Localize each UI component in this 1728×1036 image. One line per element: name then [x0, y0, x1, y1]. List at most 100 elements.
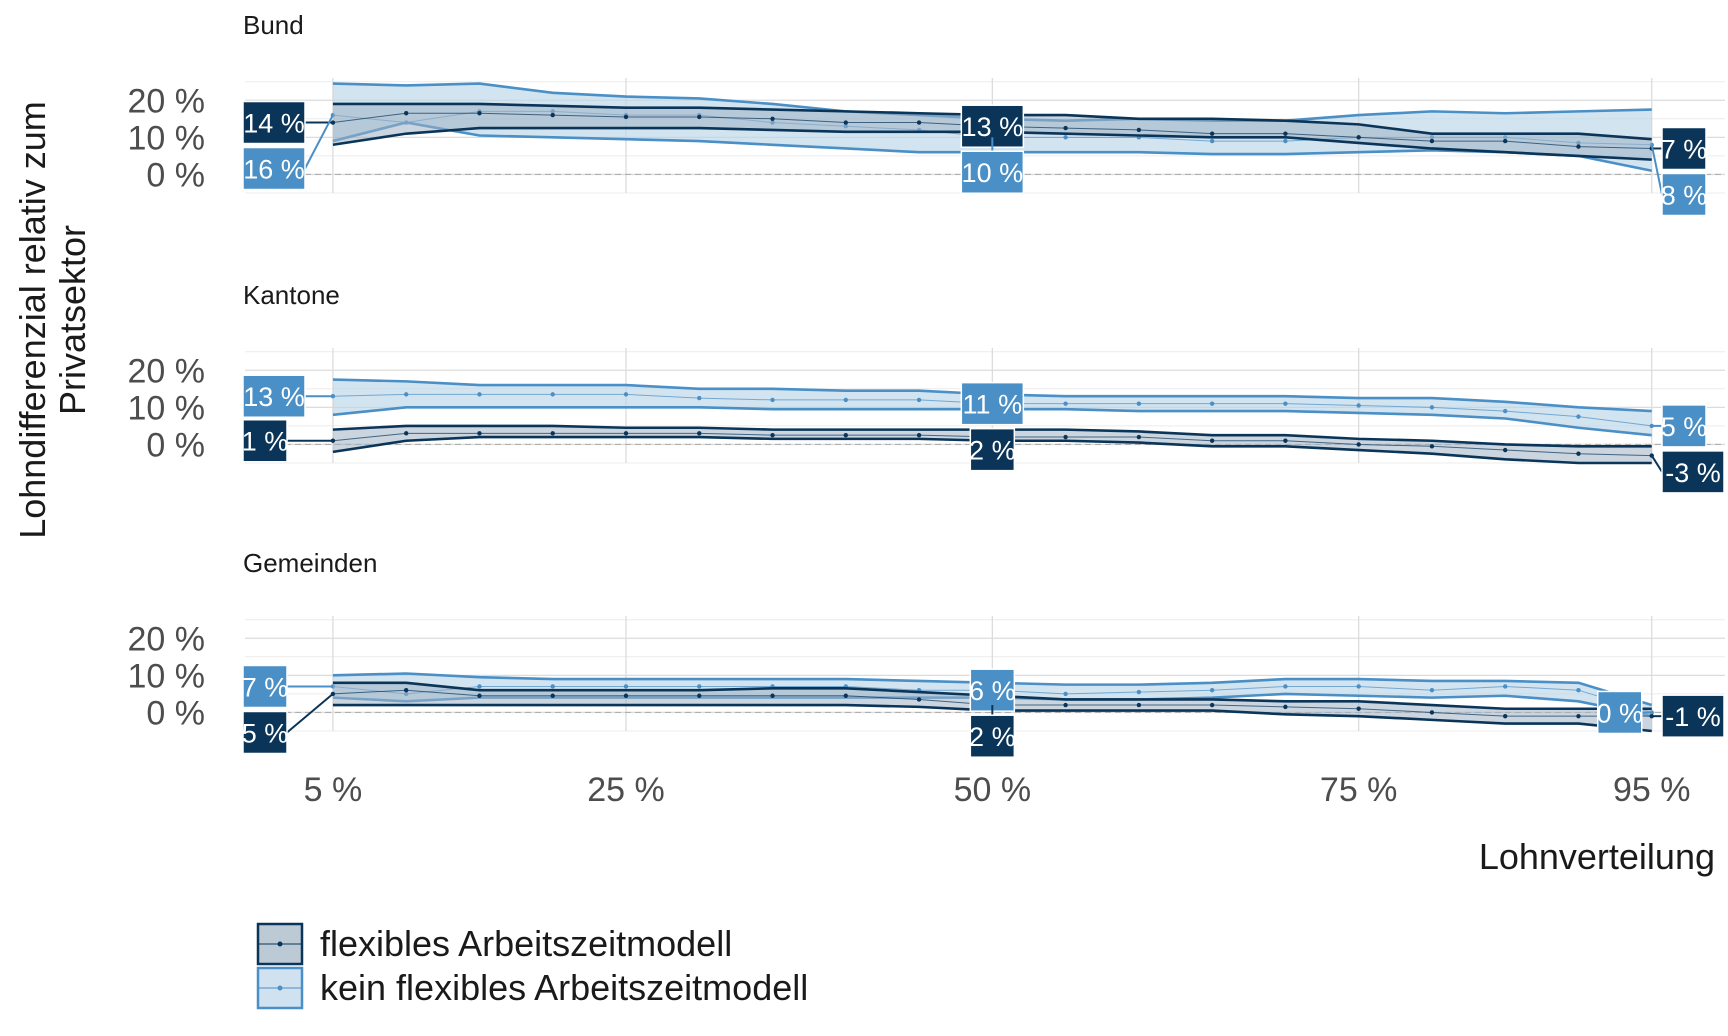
y-tick-label: 0 % [146, 694, 205, 732]
data-point-flex [770, 693, 775, 698]
data-point-flex [623, 114, 629, 120]
data-point-flex [1502, 713, 1508, 719]
data-point-flex [1576, 451, 1581, 456]
value-label: -3 % [1650, 450, 1725, 494]
x-tick-label: 75 % [1320, 771, 1398, 809]
x-tick-label: 50 % [954, 771, 1032, 809]
label-text: 13 % [962, 112, 1024, 142]
data-point-noflex [477, 392, 482, 397]
label-text: 7 % [1661, 134, 1708, 164]
data-point-flex [916, 120, 922, 125]
data-point-noflex [1209, 401, 1215, 406]
data-point-flex [843, 693, 848, 698]
label-text: 5 % [1661, 412, 1708, 442]
data-point-flex [1063, 702, 1068, 708]
data-point-noflex [1576, 414, 1581, 419]
label-box [960, 381, 1025, 426]
data-point-noflex [770, 397, 775, 403]
data-point-flex [623, 693, 629, 698]
data-point-flex [1502, 138, 1508, 144]
label-box [969, 427, 1016, 472]
data-point-flex [403, 431, 409, 436]
y-tick-label: 0 % [146, 426, 205, 464]
label-text: 8 % [1661, 180, 1708, 210]
label-connector [1650, 455, 1663, 473]
label-connector [286, 693, 334, 734]
label-text: -1 % [1665, 702, 1721, 732]
data-point-flex [1283, 438, 1288, 443]
label-text: 16 % [243, 155, 305, 185]
data-point-flex [1429, 138, 1435, 144]
y-tick-label: 20 % [128, 620, 206, 658]
data-point-noflex [1063, 691, 1068, 697]
data-point-flex [1576, 713, 1581, 719]
legend-key-point [277, 941, 283, 947]
y-tick-label: 0 % [146, 156, 205, 194]
label-text: 6 % [969, 676, 1016, 706]
data-point-noflex [697, 395, 702, 401]
data-point-noflex [1356, 684, 1361, 689]
data-point-noflex [843, 397, 848, 403]
label-text: 5 % [242, 718, 289, 748]
panel-title: Kantone [243, 280, 340, 310]
label-text: 1 % [242, 427, 289, 457]
label-text: 7 % [242, 672, 289, 702]
panel-kantone: Kantone 0 %10 %20 % 13 % 1 % 11 % 2 % 5 % -3 % [128, 280, 1725, 494]
data-point-flex [1502, 447, 1508, 453]
label-text: 11 % [963, 390, 1023, 420]
label-text: 14 % [243, 109, 305, 139]
data-point-noflex [1429, 687, 1435, 693]
data-point-flex [1283, 704, 1288, 710]
data-point-flex [1283, 131, 1288, 136]
data-point-flex [1429, 710, 1435, 715]
value-label: 7 % [1651, 126, 1708, 171]
data-point-flex [550, 112, 555, 118]
data-point-noflex [1502, 684, 1508, 689]
data-point-flex [477, 431, 482, 436]
data-point-noflex [1576, 687, 1581, 693]
legend-key-point [277, 985, 283, 991]
data-point-noflex [1283, 684, 1288, 689]
data-point-noflex [1429, 405, 1435, 410]
data-point-flex [550, 693, 555, 698]
y-tick-label: 10 % [128, 389, 206, 427]
label-box [1661, 404, 1707, 448]
panel-title: Bund [243, 10, 304, 40]
value-label: 5 % [242, 693, 334, 755]
data-point-flex [550, 431, 555, 436]
data-point-flex [1063, 434, 1068, 440]
label-box [960, 150, 1025, 194]
data-point-flex [403, 111, 409, 116]
value-label: 13 % [960, 104, 1025, 148]
legend-item-flex: flexibles Arbeitszeitmodell [256, 922, 732, 966]
legend-label: flexibles Arbeitszeitmodell [320, 923, 732, 964]
y-tick-label: 10 % [128, 119, 206, 157]
label-connector [1650, 144, 1663, 195]
data-point-flex [1576, 144, 1581, 149]
value-label: 2 % [969, 427, 1016, 472]
label-connector [304, 114, 334, 169]
label-box [242, 146, 306, 191]
x-tick-label: 25 % [587, 771, 665, 809]
data-point-noflex [1356, 403, 1361, 408]
data-point-noflex [1136, 401, 1142, 406]
data-point-noflex [550, 392, 555, 397]
data-point-noflex [1063, 135, 1068, 140]
label-box [242, 374, 306, 418]
data-point-flex [843, 432, 848, 438]
label-box [242, 418, 288, 463]
value-label: 16 % [242, 114, 334, 191]
label-text: 10 % [962, 158, 1024, 188]
label-box [969, 714, 1016, 758]
y-tick-label: 20 % [128, 352, 206, 390]
data-point-noflex [1209, 138, 1215, 144]
data-point-noflex [1136, 689, 1142, 695]
y-tick-label: 20 % [128, 82, 206, 120]
data-point-flex [1209, 131, 1215, 136]
data-point-flex [1356, 442, 1361, 447]
data-point-flex [477, 693, 482, 698]
value-label: 6 % [969, 668, 1016, 712]
